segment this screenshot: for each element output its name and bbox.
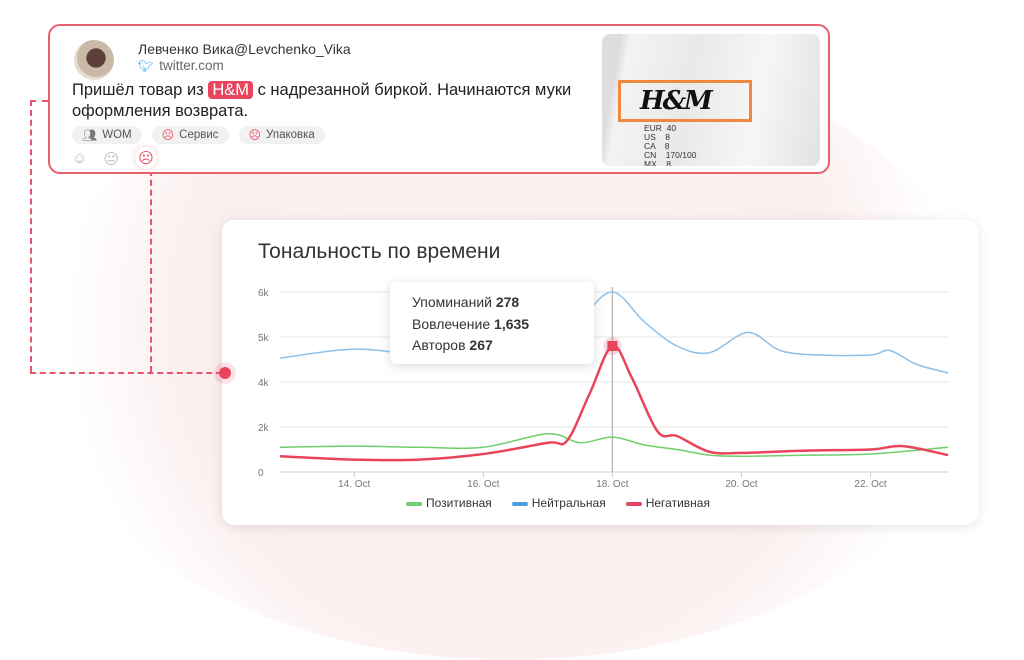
tooltip-label: Упоминаний <box>412 294 492 310</box>
y-tick-label: 2k <box>258 423 270 434</box>
legend-label: Негативная <box>645 496 710 510</box>
x-tick-label: 22. Oct <box>854 479 886 490</box>
twitter-icon: 🐦︎ <box>138 59 154 73</box>
tag-label: WOM <box>102 129 132 141</box>
highlight-box <box>618 80 752 122</box>
series-neutral <box>279 291 949 374</box>
sentiment-selector: ☺ 😐︎ ☹ <box>72 147 157 169</box>
y-tick-label: 6k <box>258 288 270 299</box>
neutral-face-icon[interactable]: 😐︎ <box>103 151 119 168</box>
connector-line <box>150 170 152 372</box>
legend-positive[interactable]: Позитивная <box>406 496 492 510</box>
tooltip-row: Упоминаний 278 <box>412 294 519 310</box>
x-tick-label: 20. Oct <box>725 479 757 490</box>
tooltip-value: 278 <box>495 294 520 310</box>
tooltip-label: Авторов <box>412 337 466 353</box>
chart-title: Тональность по времени <box>258 240 501 263</box>
x-tick-label: 18. Oct <box>596 479 628 490</box>
tag-wom[interactable]: 👥︎ WOM <box>72 126 142 144</box>
connector-dot <box>219 367 231 379</box>
y-tick-label: 5k <box>258 333 270 344</box>
legend-negative[interactable]: Негативная <box>625 496 710 510</box>
product-photo: H&M EUR 40 US 8 CA 8 CN 170/100 MX 8 <box>602 34 820 166</box>
x-tick-label: 16. Oct <box>467 479 499 490</box>
tweet-source[interactable]: 🐦︎ twitter.com <box>138 58 224 73</box>
chart-card: Тональность по времени <box>222 220 978 525</box>
chart-legend: Позитивная Нейтральная Негативная <box>406 496 710 510</box>
tweet-card: Левченко Вика@Levchenko_Vika 🐦︎ twitter.c… <box>48 24 830 174</box>
legend-label: Позитивная <box>426 496 492 510</box>
tag-label: Упаковка <box>266 129 315 141</box>
connector-line <box>30 100 32 372</box>
brand-highlight: H&M <box>208 81 253 99</box>
series-positive <box>279 432 949 458</box>
sad-face-icon: ☹ <box>248 128 262 142</box>
tooltip-value: 267 <box>469 337 493 353</box>
tweet-text: Пришёл товар из H&M с надрезанной биркой… <box>72 80 612 122</box>
avatar <box>74 40 114 80</box>
tooltip-row: Вовлечение 1,635 <box>412 316 529 332</box>
happy-face-icon[interactable]: ☺ <box>72 150 88 167</box>
legend-swatch <box>625 501 642 506</box>
tag-label: Сервис <box>179 129 219 141</box>
connector-line <box>30 372 222 374</box>
legend-swatch <box>511 501 528 506</box>
tag-service[interactable]: ☹ Сервис <box>151 126 229 144</box>
legend-swatch <box>406 501 422 506</box>
size-label: EUR 40 US 8 CA 8 CN 170/100 MX 8 <box>644 123 697 167</box>
tweet-author[interactable]: Левченко Вика@Levchenko_Vika <box>138 41 351 57</box>
tooltip-label: Вовлечение <box>412 316 491 332</box>
highlight-marker <box>607 341 618 351</box>
series-negative <box>279 344 949 462</box>
hm-logo: H&M <box>640 86 713 116</box>
users-icon: 👥︎ <box>82 128 98 142</box>
x-tick-label: 14. Oct <box>338 479 370 490</box>
tag-packaging[interactable]: ☹ Упаковка <box>238 126 325 144</box>
chart-tooltip: Упоминаний 278 Вовлечение 1,635 Авторов … <box>390 282 594 364</box>
source-label: twitter.com <box>159 58 224 73</box>
text-part: с надрезанной биркой. Начинаются муки оф… <box>72 81 572 120</box>
sentiment-chart: 0 2k 4k 5k 6k 14. Oct 16. Oct 18. Oct 20. Oct 22.… <box>258 287 949 490</box>
sad-face-icon[interactable]: ☹ <box>134 147 157 169</box>
legend-label: Нейтральная <box>531 496 606 510</box>
legend-neutral[interactable]: Нейтральная <box>511 496 606 510</box>
y-tick-label: 0 <box>258 468 264 479</box>
text-part: Пришёл товар из <box>72 81 209 99</box>
connector-line <box>30 100 48 102</box>
tag-list: 👥︎ WOM ☹ Сервис ☹ Упаковка <box>72 126 325 144</box>
tooltip-row: Авторов 267 <box>412 337 493 353</box>
sad-face-icon: ☹ <box>161 128 175 142</box>
y-tick-label: 4k <box>258 378 270 389</box>
tooltip-value: 1,635 <box>494 316 530 332</box>
